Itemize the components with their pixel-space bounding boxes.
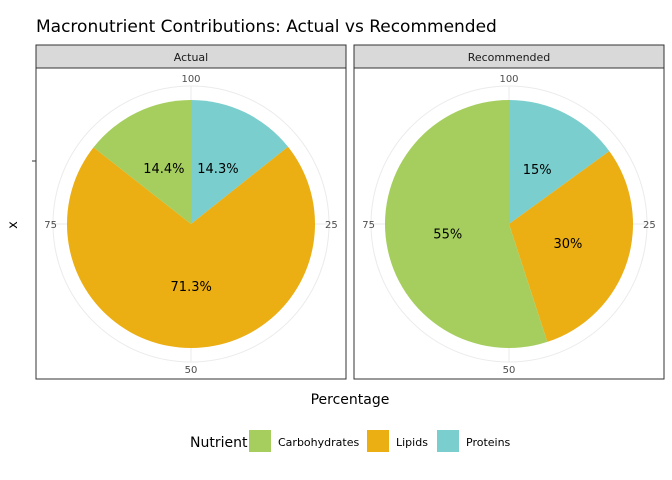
- slice-label: 14.3%: [197, 162, 238, 177]
- angular-tick-label: 50: [503, 365, 516, 376]
- legend-key-carbohydrates: [249, 430, 271, 452]
- legend: Nutrient Carbohydrates Lipids Proteins: [190, 430, 511, 452]
- pie-slice-proteins: [509, 100, 610, 224]
- legend-label: Proteins: [466, 436, 511, 449]
- facet-panels: Actual14.3%71.3%14.4%100255075Recommende…: [35, 44, 665, 380]
- angular-tick-label: 50: [185, 365, 198, 376]
- legend-items: Carbohydrates Lipids Proteins: [249, 430, 511, 452]
- angular-tick-label: 25: [325, 220, 338, 231]
- y-axis-label: x: [6, 221, 21, 229]
- legend-label: Carbohydrates: [278, 436, 359, 449]
- angular-tick-label: 75: [362, 220, 375, 231]
- angular-tick-label: 25: [643, 220, 656, 231]
- facet-strip-label: Actual: [174, 51, 208, 64]
- x-axis-label: Percentage: [311, 392, 390, 408]
- slice-label: 30%: [554, 237, 583, 252]
- angular-tick-label: 75: [44, 220, 57, 231]
- slice-label: 71.3%: [171, 280, 212, 295]
- legend-title: Nutrient: [190, 435, 248, 451]
- facet-panel-0: Actual 14.3% 71.3% 14.4% 100 25 50 75: [35, 44, 347, 380]
- legend-key-proteins: [437, 430, 459, 452]
- angular-tick-label: 100: [499, 74, 518, 85]
- pie-slice-lipids: [509, 151, 633, 342]
- pie-slice-lipids: [66, 146, 315, 348]
- legend-label: Lipids: [396, 436, 428, 449]
- angular-tick-label: 100: [181, 74, 200, 85]
- pie-slice-carbohydrates: [93, 99, 191, 224]
- chart-title: Macronutrient Contributions: Actual vs R…: [36, 17, 497, 37]
- pie-slice-carbohydrates: [384, 100, 548, 348]
- slice-label: 55%: [433, 228, 462, 243]
- legend-key-lipids: [367, 430, 389, 452]
- facet-panel-1: Recommended 15% 30% 55% 100 25 50 75: [353, 44, 665, 380]
- slice-label: 15%: [523, 163, 552, 178]
- slice-label: 14.4%: [143, 162, 184, 177]
- facet-strip-label: Recommended: [468, 51, 551, 64]
- pie-slice-proteins: [191, 100, 289, 224]
